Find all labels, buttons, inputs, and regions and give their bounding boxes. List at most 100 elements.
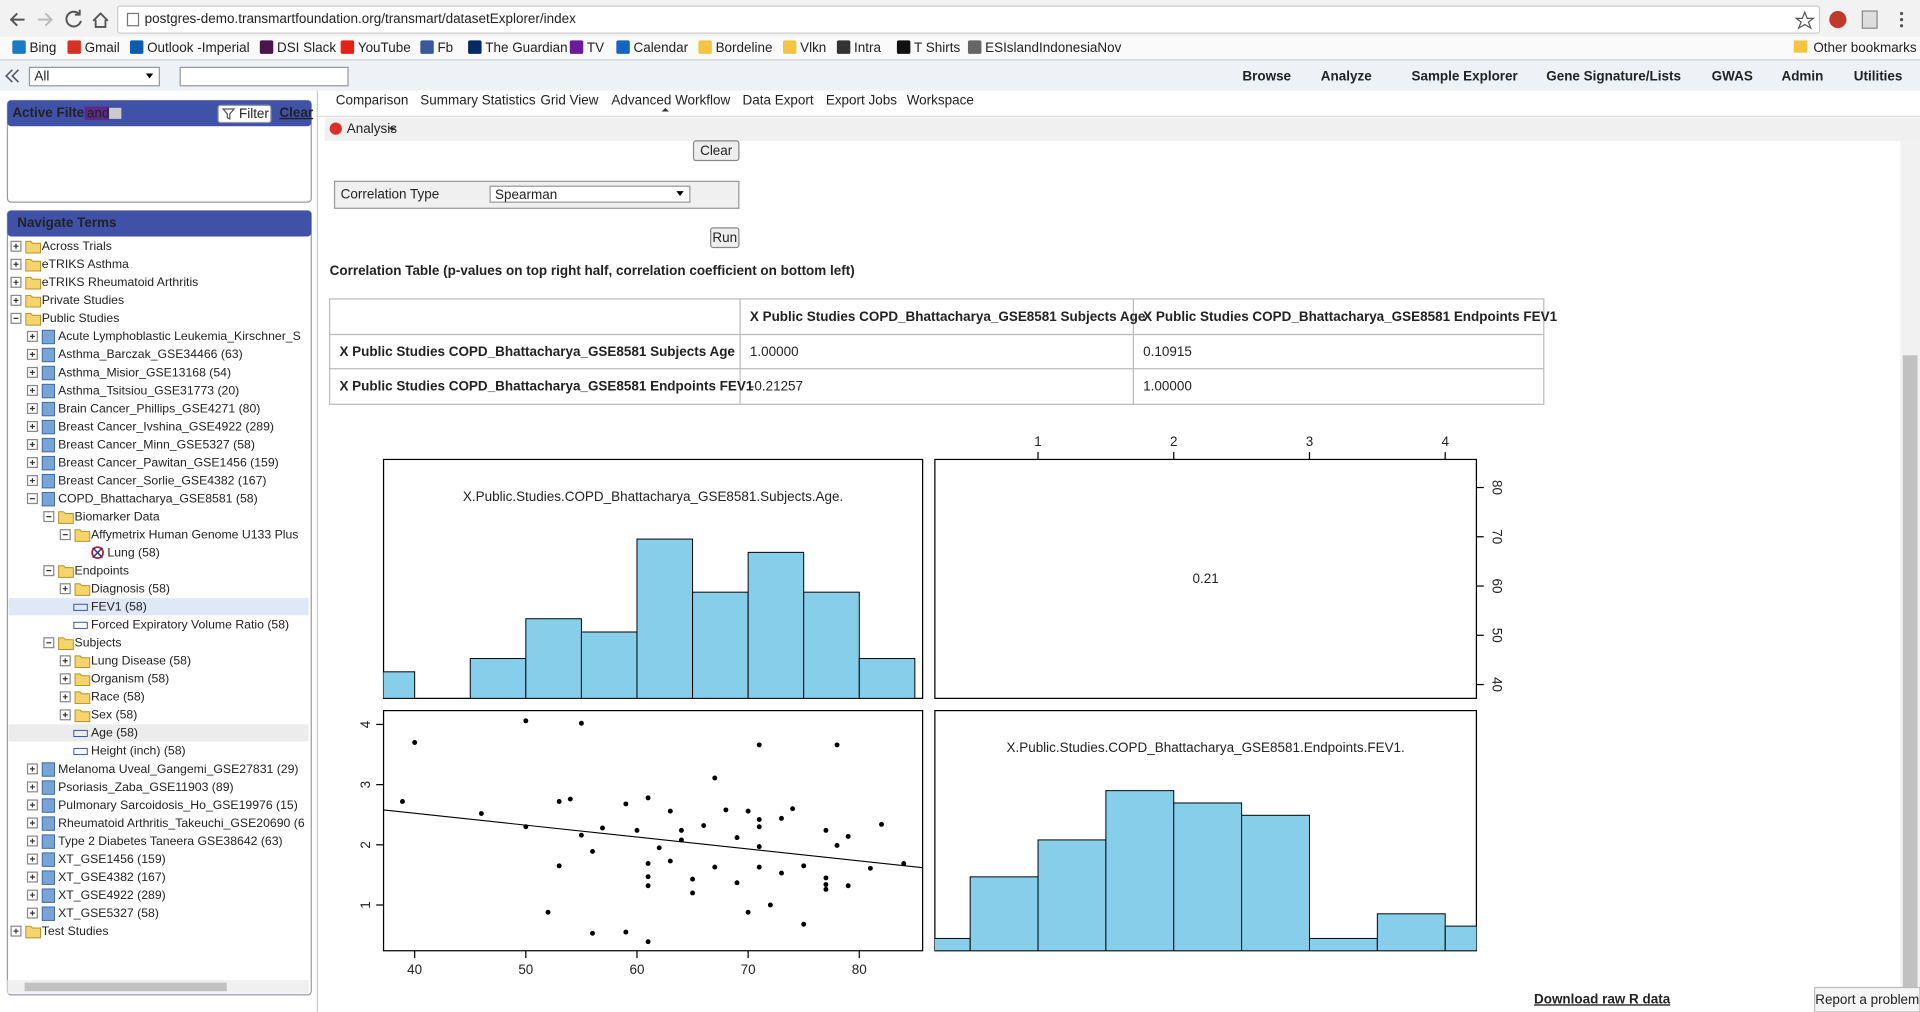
tree-node[interactable]: Breast Cancer_Ivshina_GSE4922 (289) <box>58 419 274 433</box>
tree-node[interactable]: Brain Cancer_Phillips_GSE4271 (80) <box>58 401 260 415</box>
scatter-point <box>667 858 673 864</box>
tree-node[interactable]: Organism (58) <box>91 672 169 686</box>
search-input[interactable] <box>179 66 349 87</box>
tree-node[interactable]: COPD_Bhattacharya_GSE8581 (58) <box>58 491 258 505</box>
tree-node[interactable]: Subjects <box>75 636 122 650</box>
tree-node[interactable]: Public Studies <box>42 311 120 325</box>
tree-node[interactable]: eTRIKS Rheumatoid Arthritis <box>42 275 199 289</box>
extension-icon[interactable] <box>1861 10 1878 29</box>
tree-node[interactable]: Asthma_Misior_GSE13168 (54) <box>58 365 231 379</box>
subset-select[interactable] <box>28 66 160 87</box>
tab[interactable]: Data Export <box>743 93 814 108</box>
tree-node[interactable]: FEV1 (58) <box>91 600 147 614</box>
bookmark[interactable]: YouTube <box>358 40 411 55</box>
reload-button[interactable] <box>65 9 82 28</box>
nav-link[interactable]: GWAS <box>1712 69 1753 84</box>
adblock-icon[interactable] <box>1829 11 1847 29</box>
tab[interactable]: Advanced Workflow <box>611 93 730 108</box>
tree-node[interactable]: Rheumatoid Arthritis_Takeuchi_GSE20690 (… <box>58 816 305 830</box>
report-link[interactable]: Report a problem <box>1815 992 1919 1007</box>
select-value[interactable]: All <box>34 69 49 84</box>
tree-node[interactable]: Across Trials <box>42 239 112 253</box>
tree-node[interactable]: XT_GSE1456 (159) <box>58 852 166 866</box>
tree-node[interactable]: Biomarker Data <box>75 509 160 523</box>
tree-node[interactable]: Acute Lymphoblastic Leukemia_Kirschner_S <box>58 329 301 343</box>
nav-link[interactable]: Gene Signature/Lists <box>1546 69 1681 84</box>
tree-node[interactable]: Forced Expiratory Volume Ratio (58) <box>91 618 289 632</box>
clear-button[interactable] <box>692 140 740 162</box>
tree-node[interactable]: Melanoma Uveal_Gangemi_GSE27831 (29) <box>58 762 298 776</box>
bookmark[interactable]: DSI Slack <box>277 40 336 55</box>
bookmark[interactable]: Fb <box>437 40 453 55</box>
tree-node[interactable]: Psoriasis_Zaba_GSE11903 (89) <box>58 780 233 794</box>
correlation-select[interactable] <box>489 185 691 203</box>
back-button[interactable] <box>9 12 25 27</box>
address-bar[interactable] <box>117 5 1821 34</box>
collapse-button[interactable] <box>5 69 20 83</box>
tree-node[interactable]: Breast Cancer_Pawitan_GSE1456 (159) <box>58 455 279 469</box>
tree-node[interactable]: Endpoints <box>75 564 129 578</box>
report-box[interactable] <box>1813 986 1920 1012</box>
tree-node[interactable]: Diagnosis (58) <box>91 582 170 596</box>
menu-dot[interactable] <box>1899 11 1904 16</box>
home-button[interactable] <box>92 12 109 28</box>
tab[interactable]: Workspace <box>907 93 974 108</box>
bookmark[interactable]: Vlkn <box>800 40 826 55</box>
bookmark[interactable]: T Shirts <box>914 40 960 55</box>
tree-node[interactable]: Race (58) <box>91 690 145 704</box>
tab[interactable]: Grid View <box>540 93 598 108</box>
tree-node[interactable]: Type 2 Diabetes Taneera GSE38642 (63) <box>58 834 283 848</box>
bookmark[interactable]: Other bookmarks <box>1813 40 1917 55</box>
bookmark[interactable]: ESIslandIndonesiaNov <box>985 40 1122 55</box>
bookmark[interactable]: Outlook -Imperial <box>147 40 250 55</box>
tree-node[interactable]: XT_GSE4382 (167) <box>58 870 166 884</box>
tree-node[interactable]: XT_GSE5327 (58) <box>58 906 159 920</box>
menu-dot[interactable] <box>1899 24 1904 28</box>
clear-link[interactable]: Clear <box>279 105 313 120</box>
bookmark[interactable]: Bordeline <box>716 40 773 55</box>
menu-dot[interactable] <box>1899 18 1904 22</box>
button-label[interactable]: Run <box>712 230 737 245</box>
bookmark[interactable]: The Guardian <box>485 40 567 55</box>
page-scroll-thumb[interactable] <box>1902 355 1918 988</box>
bookmark-star[interactable] <box>1794 10 1816 30</box>
nav-link[interactable]: Browse <box>1242 69 1291 84</box>
nav-link[interactable]: Sample Explorer <box>1411 69 1518 84</box>
download-link[interactable]: Download raw R data <box>1534 991 1671 1006</box>
tree-node[interactable]: Breast Cancer_Sorlie_GSE4382 (167) <box>58 473 266 487</box>
forward-button[interactable] <box>38 12 53 27</box>
nav-link[interactable]: Utilities <box>1854 69 1903 84</box>
tree-node[interactable]: Affymetrix Human Genome U133 Plus <box>91 527 298 541</box>
tree-node[interactable]: Lung (58) <box>107 545 159 559</box>
tree-node[interactable]: Lung Disease (58) <box>91 654 191 668</box>
tree-node[interactable]: Height (inch) (58) <box>91 744 186 758</box>
bookmark[interactable]: Bing <box>29 40 56 55</box>
tree-node[interactable]: Breast Cancer_Minn_GSE5327 (58) <box>58 437 255 451</box>
tree-node[interactable]: eTRIKS Asthma <box>42 257 129 271</box>
tree-node[interactable]: Asthma_Tsitsiou_GSE31773 (20) <box>58 383 239 397</box>
run-button[interactable] <box>710 227 740 249</box>
filter-label[interactable]: Filter <box>239 106 269 121</box>
operator[interactable]: and <box>87 106 109 121</box>
tree-node[interactable]: Age (58) <box>91 726 138 740</box>
tab[interactable]: Summary Statistics <box>420 93 536 108</box>
tab[interactable]: Comparison <box>336 93 409 108</box>
tree-node[interactable]: Pulmonary Sarcoidosis_Ho_GSE19976 (15) <box>58 798 298 812</box>
operator-toggle[interactable] <box>109 107 122 119</box>
bookmark[interactable]: Gmail <box>85 40 120 55</box>
nav-link[interactable]: Analyze <box>1321 69 1372 84</box>
nav-link[interactable]: Admin <box>1781 69 1823 84</box>
tree-node[interactable]: Private Studies <box>42 293 124 307</box>
tab[interactable]: Export Jobs <box>826 93 897 108</box>
tree-node[interactable]: Asthma_Barczak_GSE34466 (63) <box>58 347 243 361</box>
bookmark[interactable]: Calendar <box>633 40 688 55</box>
tree-node[interactable]: XT_GSE4922 (289) <box>58 888 166 902</box>
tree-node[interactable]: Test Studies <box>42 924 109 938</box>
bookmark[interactable]: Intra <box>854 40 881 55</box>
select-value[interactable]: Spearman <box>495 187 557 202</box>
tree-node[interactable]: Sex (58) <box>91 708 137 722</box>
tree-scroll-thumb[interactable] <box>24 982 227 992</box>
analysis-menu[interactable]: Analysis <box>347 121 397 136</box>
button-label[interactable]: Clear <box>700 143 733 158</box>
bookmark[interactable]: TV <box>587 40 604 55</box>
